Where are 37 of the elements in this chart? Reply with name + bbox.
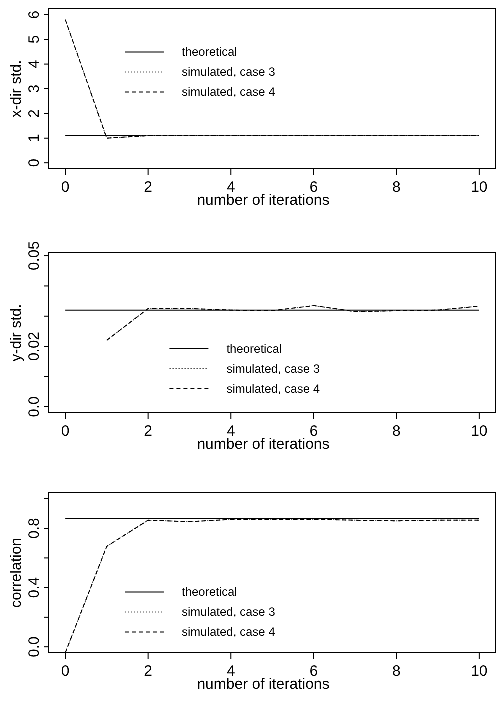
x-tick-label: 2 <box>144 663 153 680</box>
y-tick-label: 0.8 <box>26 518 43 539</box>
y-axis-title: correlation <box>8 538 25 608</box>
y-axis-title: x-dir std. <box>8 60 25 118</box>
y-tick-label: 0.0 <box>26 396 43 418</box>
y-tick-label: 0 <box>26 158 43 168</box>
x-tick-label: 0 <box>61 179 70 196</box>
y-tick-label: 1 <box>26 134 43 143</box>
legend-label: simulated, case 3 <box>182 605 276 620</box>
x-tick-label: 10 <box>471 663 488 680</box>
legend-label: theoretical <box>182 45 238 60</box>
y-tick-label: 0.0 <box>26 636 43 658</box>
x-tick-label: 8 <box>392 179 401 196</box>
y-tick-label: 6 <box>26 10 43 20</box>
y-tick-label: 0.02 <box>26 332 43 362</box>
y-tick-label: 2 <box>26 110 43 118</box>
x-tick-label: 2 <box>144 423 153 440</box>
legend-label: theoretical <box>182 585 238 600</box>
x-tick-label: 0 <box>61 663 70 680</box>
y-tick-label: 0.05 <box>26 241 43 271</box>
x-tick-label: 8 <box>392 663 401 680</box>
legend-label: simulated, case 4 <box>182 85 276 100</box>
y-axis-title: y-dir std. <box>8 304 25 362</box>
legend-label: simulated, case 4 <box>182 625 276 640</box>
y-tick-label: 0.4 <box>26 577 43 598</box>
legend-label: simulated, case 3 <box>182 65 276 80</box>
x-tick-label: 10 <box>471 179 488 196</box>
x-tick-label: 8 <box>392 423 401 440</box>
legend-label: theoretical <box>226 342 282 356</box>
x-tick-label: 10 <box>471 423 488 440</box>
y-tick-label: 4 <box>26 60 43 68</box>
y-tick-label: 3 <box>26 84 43 94</box>
x-tick-label: 0 <box>61 423 70 440</box>
y-tick-label: 5 <box>26 35 43 44</box>
x-tick-label: 2 <box>144 179 153 196</box>
legend-label: simulated, case 3 <box>226 362 320 376</box>
legend-label: simulated, case 4 <box>226 382 320 396</box>
